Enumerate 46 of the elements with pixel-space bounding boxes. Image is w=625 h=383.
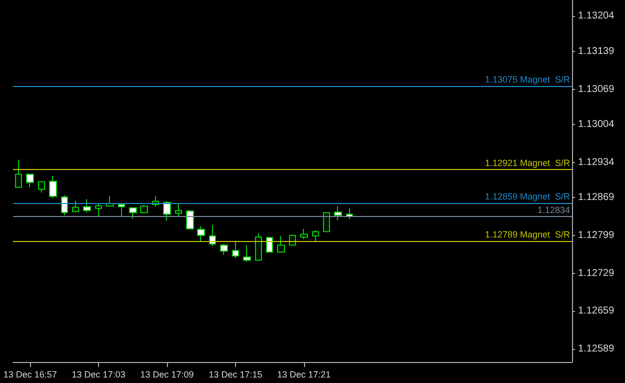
candlestick	[26, 174, 34, 188]
candlestick	[186, 209, 194, 230]
x-tick-label: 13 Dec 16:57	[3, 370, 57, 380]
ref-line-label: 1.12834	[537, 204, 570, 215]
y-tick-label: 1.13204	[578, 10, 615, 22]
ref-line-label: 1.12789 Magnet S/R	[484, 229, 570, 240]
candlestick	[175, 202, 182, 218]
y-tick-label: 1.13069	[578, 84, 615, 95]
x-tick-label: 13 Dec 17:09	[140, 370, 194, 380]
candlestick	[15, 159, 22, 188]
y-tick-label: 1.13139	[578, 46, 615, 57]
candlestick	[38, 181, 45, 194]
candlestick	[277, 235, 285, 253]
x-tick-label: 13 Dec 17:15	[208, 370, 262, 380]
candlestick	[72, 200, 79, 212]
ref-line-label: 1.13075 Magnet S/R	[484, 74, 570, 85]
y-tick-label: 1.12659	[578, 306, 615, 317]
y-tick-label: 1.12869	[578, 192, 615, 204]
candlestick	[255, 232, 262, 261]
candlestick	[334, 206, 342, 221]
candlestick	[140, 204, 148, 214]
candlestick	[95, 202, 102, 216]
candlestick	[323, 212, 330, 232]
ref-line-label: 1.12859 Magnet S/R	[484, 191, 570, 202]
candlestick	[209, 224, 216, 247]
candlestick	[266, 237, 273, 253]
candlestick	[243, 244, 251, 262]
ref-line-label: 1.12921 Magnet S/R	[484, 158, 570, 168]
y-tick-label: 1.12729	[578, 268, 615, 279]
candlestick	[163, 200, 171, 222]
candlestick	[49, 175, 57, 199]
candlestick	[312, 229, 319, 242]
candlestick	[220, 244, 228, 256]
y-tick-label: 1.12799	[578, 230, 615, 241]
x-tick-label: 13 Dec 17:21	[277, 370, 331, 380]
candlestick	[118, 204, 125, 216]
x-tick-label: 13 Dec 17:03	[72, 370, 126, 380]
candlestick	[300, 228, 308, 240]
y-tick-label: 1.13004	[578, 118, 615, 130]
y-tick-label: 1.12934	[578, 156, 615, 168]
candlestick	[83, 198, 91, 214]
candlestick	[61, 194, 68, 216]
candlestick	[232, 240, 239, 259]
y-tick-label: 1.12589	[578, 344, 615, 355]
candlestick	[129, 207, 137, 220]
candlestick	[197, 226, 205, 242]
